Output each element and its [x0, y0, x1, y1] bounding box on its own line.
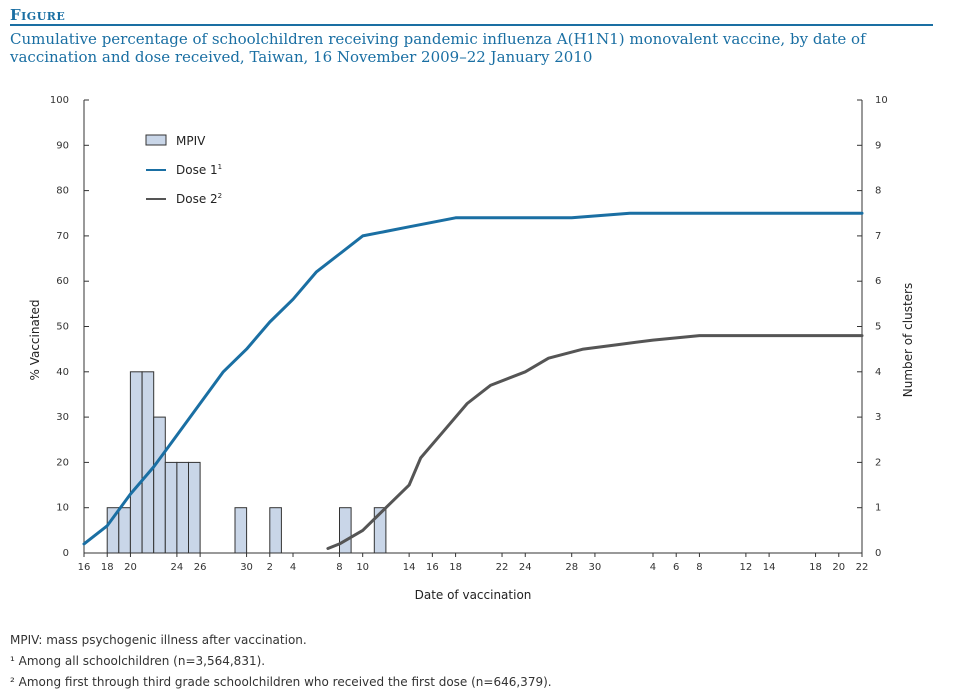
mpiv-bar — [164, 461, 178, 554]
footnote-mpiv: MPIV: mass psychogenic illness after vac… — [10, 633, 307, 647]
x-tick-label: 18 — [809, 562, 822, 573]
footnote-dose2: ² Among first through third grade school… — [10, 675, 552, 689]
x-tick-label: 30 — [589, 562, 602, 573]
y-right-tick-label: 1 — [875, 503, 881, 514]
footnote-dose1: ¹ Among all schoolchildren (n=3,564,831)… — [10, 654, 266, 668]
x-tick-label: 20 — [832, 562, 845, 573]
legend-superscript: 1 — [218, 163, 222, 171]
y-right-tick-label: 0 — [875, 548, 881, 559]
y-left-tick-label: 50 — [56, 322, 69, 333]
y-left-axis-title: % Vaccinated — [28, 299, 42, 380]
legend-label: Dose 22 — [176, 192, 222, 206]
y-right-tick-label: 7 — [875, 231, 881, 242]
y-left-tick-label: 40 — [56, 367, 69, 378]
x-tick-label: 10 — [356, 562, 369, 573]
y-left-tick-label: 10 — [56, 503, 69, 514]
x-tick-label: 30 — [240, 562, 253, 573]
x-tick-label: 8 — [696, 562, 702, 573]
y-right-tick-label: 10 — [875, 95, 888, 106]
legend-label: MPIV — [176, 134, 206, 148]
mpiv-bar — [129, 371, 143, 554]
dose1-line — [82, 211, 864, 546]
mpiv-bar — [141, 371, 155, 554]
y-right-axis-title: Number of clusters — [901, 283, 915, 397]
y-right-tick-label: 5 — [875, 322, 881, 333]
x-tick-label: 28 — [565, 562, 578, 573]
y-right-tick-label: 3 — [875, 412, 881, 423]
x-tick-label: 12 — [740, 562, 753, 573]
y-left-tick-label: 60 — [56, 276, 69, 287]
x-tick-label: 6 — [673, 562, 679, 573]
x-tick-label: 4 — [290, 562, 296, 573]
x-tick-label: 20 — [124, 562, 137, 573]
mpiv-bar — [373, 507, 387, 554]
x-tick-label: 14 — [403, 562, 416, 573]
y-left-tick-label: 20 — [56, 457, 69, 468]
mpiv-bar — [269, 507, 282, 554]
figure-label: Figure — [10, 6, 66, 24]
x-tick-label: 22 — [496, 562, 509, 573]
y-left-tick-label: 30 — [56, 412, 69, 423]
x-tick-label: 4 — [650, 562, 656, 573]
mpiv-bar — [118, 507, 131, 554]
x-tick-label: 2 — [267, 562, 273, 573]
x-tick-label: 24 — [519, 562, 532, 573]
x-tick-label: 18 — [449, 562, 462, 573]
x-tick-label: 26 — [194, 562, 207, 573]
y-left-tick-label: 100 — [50, 95, 69, 106]
y-left-tick-label: 70 — [56, 231, 69, 242]
x-axis-title: Date of vaccination — [415, 588, 532, 602]
y-right-tick-label: 9 — [875, 140, 881, 151]
legend-label: Dose 11 — [176, 163, 222, 177]
y-right-tick-label: 4 — [875, 367, 881, 378]
y-right-tick-label: 8 — [875, 186, 881, 197]
dose2-line — [326, 334, 864, 550]
x-tick-label: 8 — [336, 562, 342, 573]
y-right-tick-label: 6 — [875, 276, 881, 287]
x-tick-label: 16 — [78, 562, 91, 573]
x-tick-label: 14 — [763, 562, 776, 573]
y-left-tick-label: 0 — [63, 548, 69, 559]
y-left-tick-label: 80 — [56, 186, 69, 197]
x-tick-label: 22 — [856, 562, 869, 573]
x-tick-label: 18 — [101, 562, 114, 573]
x-tick-label: 16 — [426, 562, 439, 573]
y-left-tick-label: 90 — [56, 140, 69, 151]
mpiv-bar — [153, 416, 166, 554]
chart-title: Cumulative percentage of schoolchildren … — [10, 30, 866, 66]
mpiv-bar — [188, 461, 201, 554]
x-tick-label: 24 — [171, 562, 184, 573]
legend-swatch-mpiv — [145, 134, 167, 146]
title-rule — [10, 24, 933, 26]
mpiv-bar — [234, 507, 248, 554]
mpiv-bar — [176, 461, 189, 554]
y-right-tick-label: 2 — [875, 457, 881, 468]
legend-superscript: 2 — [218, 192, 222, 200]
mpiv-bar — [339, 507, 352, 554]
